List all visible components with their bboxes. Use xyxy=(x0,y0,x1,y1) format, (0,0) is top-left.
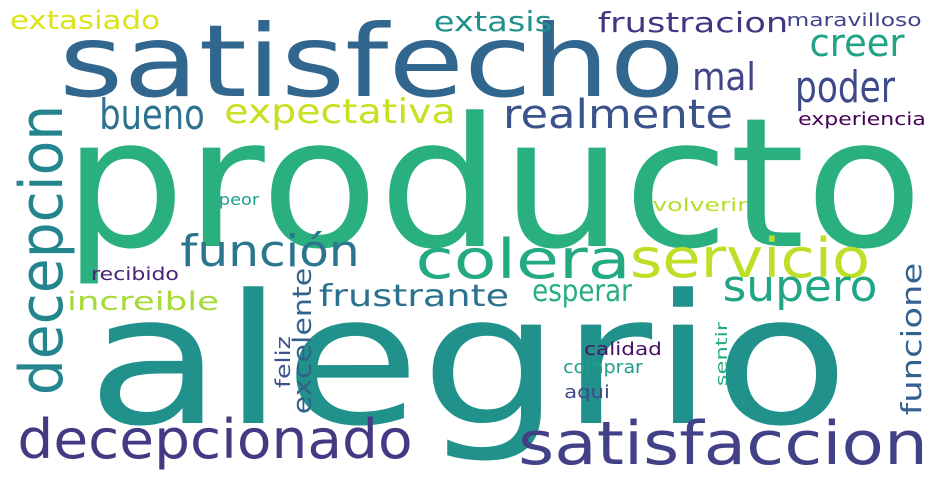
word-funcion: función xyxy=(180,226,360,277)
word-decepcion: decepcion xyxy=(7,104,77,396)
word-frustrante: frustrante xyxy=(318,279,510,314)
word-alegrio: alegrio xyxy=(86,257,850,466)
word-recibido: recibido xyxy=(91,264,179,285)
word-aqui: aqui xyxy=(564,382,610,403)
word-extasiado: extasiado xyxy=(9,6,161,36)
word-comprar: comprar xyxy=(563,357,643,378)
word-supero: supero xyxy=(722,261,878,312)
word-calidad: calidad xyxy=(584,339,662,360)
word-servicio: servicio xyxy=(629,227,871,290)
word-funcione: funcione xyxy=(895,262,928,416)
word-experiencia: experiencia xyxy=(798,109,926,130)
word-volverir: volverir xyxy=(652,195,748,216)
word-creer: creer xyxy=(809,21,905,65)
word-bueno: bueno xyxy=(99,90,205,139)
word-colera: colera xyxy=(415,228,631,291)
word-expectativa: expectativa xyxy=(224,92,456,132)
word-producto: producto xyxy=(62,80,924,289)
word-mal: mal xyxy=(692,55,756,99)
word-increible: increible xyxy=(66,287,220,317)
word-feliz: feliz xyxy=(271,336,295,388)
word-extasis: extasis xyxy=(433,5,553,38)
word-poder: poder xyxy=(795,62,895,113)
word-peor: peor xyxy=(218,190,260,209)
word-maravilloso: maravilloso xyxy=(786,10,922,31)
word-sentir: sentir xyxy=(712,321,731,387)
word-frustracion: frustracion xyxy=(597,6,789,39)
word-satisfaccion: satisfaccion xyxy=(518,409,928,479)
word-satisfecho: satisfecho xyxy=(59,3,685,120)
word-esperar: esperar xyxy=(532,274,632,309)
word-decepcionado: decepcionado xyxy=(17,408,413,471)
word-realmente: realmente xyxy=(502,92,734,138)
